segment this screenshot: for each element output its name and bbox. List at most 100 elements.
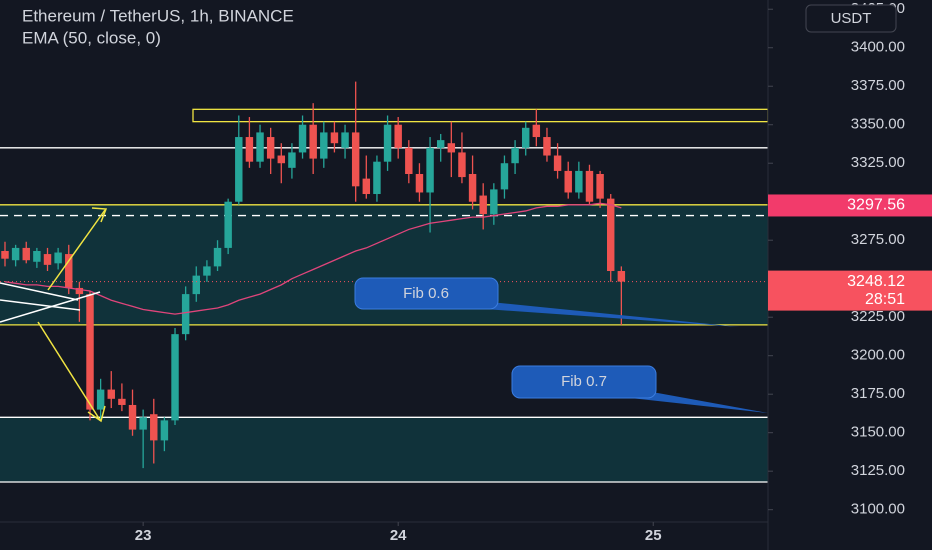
price-tag bbox=[768, 194, 932, 217]
indicator-label: EMA (50, close, 0) bbox=[22, 28, 161, 47]
candle-body bbox=[521, 127, 530, 148]
callout-box bbox=[511, 365, 657, 399]
y-tick-label: 3175.00 bbox=[851, 385, 905, 402]
button-label[interactable]: USDT bbox=[831, 10, 872, 27]
candle-body bbox=[118, 398, 126, 405]
callout-pointer bbox=[470, 300, 740, 327]
button-frame[interactable] bbox=[805, 4, 897, 33]
y-tick-label: 3225.00 bbox=[851, 308, 905, 325]
candle-body bbox=[33, 250, 41, 262]
plot bbox=[0, 81, 769, 483]
candle-body bbox=[596, 174, 604, 199]
candle-body bbox=[553, 155, 562, 171]
callout-text: Fib 0.6 bbox=[403, 285, 449, 302]
candle-body bbox=[54, 252, 62, 264]
candle-body bbox=[171, 334, 179, 421]
candle-body bbox=[320, 132, 328, 159]
candle-body bbox=[107, 389, 115, 399]
candle-body bbox=[277, 155, 286, 164]
y-tick-label: 3350.00 bbox=[851, 116, 905, 133]
candle-body bbox=[383, 124, 392, 162]
arrow-head bbox=[91, 207, 108, 223]
candle-body bbox=[11, 247, 20, 261]
callout-pointer bbox=[630, 388, 768, 413]
candle-body bbox=[288, 152, 296, 168]
candle-body bbox=[213, 247, 222, 267]
candle-body bbox=[351, 132, 360, 187]
candle-body bbox=[341, 132, 349, 148]
candle-body bbox=[479, 195, 487, 215]
y-tick-label: 3325.00 bbox=[851, 154, 905, 171]
price-tag-label: 3248.12 bbox=[847, 273, 905, 290]
candle-body bbox=[564, 170, 572, 193]
candle-body bbox=[22, 247, 30, 261]
candle-body bbox=[362, 178, 371, 195]
candle-body bbox=[617, 271, 626, 282]
candle-body bbox=[500, 163, 509, 190]
candle-body bbox=[245, 137, 254, 162]
candle-body bbox=[298, 124, 307, 153]
candle-body bbox=[575, 170, 583, 193]
chart-title: Ethereum / TetherUS, 1h, BINANCE bbox=[22, 6, 294, 25]
candle-body bbox=[192, 275, 200, 295]
candle-body bbox=[1, 250, 9, 259]
y-tick-label: 3375.00 bbox=[851, 77, 905, 94]
candle-body bbox=[394, 124, 402, 148]
candle-body bbox=[256, 132, 264, 162]
candle-body bbox=[75, 287, 84, 295]
candle-body bbox=[224, 201, 232, 248]
callout-box bbox=[354, 277, 499, 310]
arrow bbox=[37, 321, 101, 421]
fib-callout: Fib 0.6 bbox=[354, 277, 740, 327]
drawings bbox=[0, 207, 108, 423]
x-tick-label: 24 bbox=[390, 527, 407, 544]
candle-body bbox=[139, 417, 147, 430]
candle-body bbox=[65, 254, 73, 288]
y-tick-label: 3125.00 bbox=[851, 462, 905, 479]
candle-body bbox=[468, 174, 477, 202]
callout-text: Fib 0.7 bbox=[561, 373, 607, 390]
candle-body bbox=[266, 137, 275, 159]
candle-body bbox=[203, 266, 211, 276]
y-tick-label: 3150.00 bbox=[851, 424, 905, 441]
candle-body bbox=[511, 147, 519, 164]
arrow-head bbox=[87, 405, 106, 423]
candle-body bbox=[43, 254, 52, 265]
candle-body bbox=[458, 152, 466, 178]
y-tick-label: 3100.00 bbox=[851, 501, 905, 518]
arrow bbox=[47, 209, 106, 291]
candle-body bbox=[543, 137, 551, 156]
candle-body bbox=[96, 389, 105, 410]
candle-body bbox=[607, 198, 615, 272]
candle-body bbox=[86, 294, 94, 410]
candle-body bbox=[235, 137, 243, 202]
y-tick-label: 3200.00 bbox=[851, 347, 905, 364]
countdown: 28:51 bbox=[865, 291, 905, 308]
candle-body bbox=[415, 174, 424, 193]
x-tick-label: 25 bbox=[645, 527, 662, 544]
fib-callout: Fib 0.7 bbox=[511, 365, 768, 413]
candle-body bbox=[160, 420, 169, 441]
candle-body bbox=[426, 147, 434, 193]
candle-body bbox=[585, 170, 594, 202]
candle-body bbox=[436, 140, 445, 148]
y-tick-label: 3400.00 bbox=[851, 39, 905, 56]
candle-body bbox=[309, 124, 317, 159]
currency-button[interactable]: USDT bbox=[805, 4, 897, 33]
price-tag bbox=[768, 270, 932, 311]
candle-body bbox=[330, 132, 339, 144]
trend-line bbox=[0, 299, 81, 311]
candle-body bbox=[490, 189, 498, 215]
candle-body bbox=[150, 414, 158, 441]
candle-body bbox=[405, 147, 413, 174]
candle-body bbox=[373, 161, 381, 195]
price-tag-label: 3297.56 bbox=[847, 197, 905, 214]
candle-body bbox=[447, 143, 456, 153]
trend-line bbox=[0, 282, 79, 301]
candle-body bbox=[181, 294, 190, 335]
y-tick-label: 3275.00 bbox=[851, 231, 905, 248]
candle-body bbox=[532, 124, 541, 138]
candle-body bbox=[128, 404, 137, 430]
zone bbox=[0, 417, 768, 482]
